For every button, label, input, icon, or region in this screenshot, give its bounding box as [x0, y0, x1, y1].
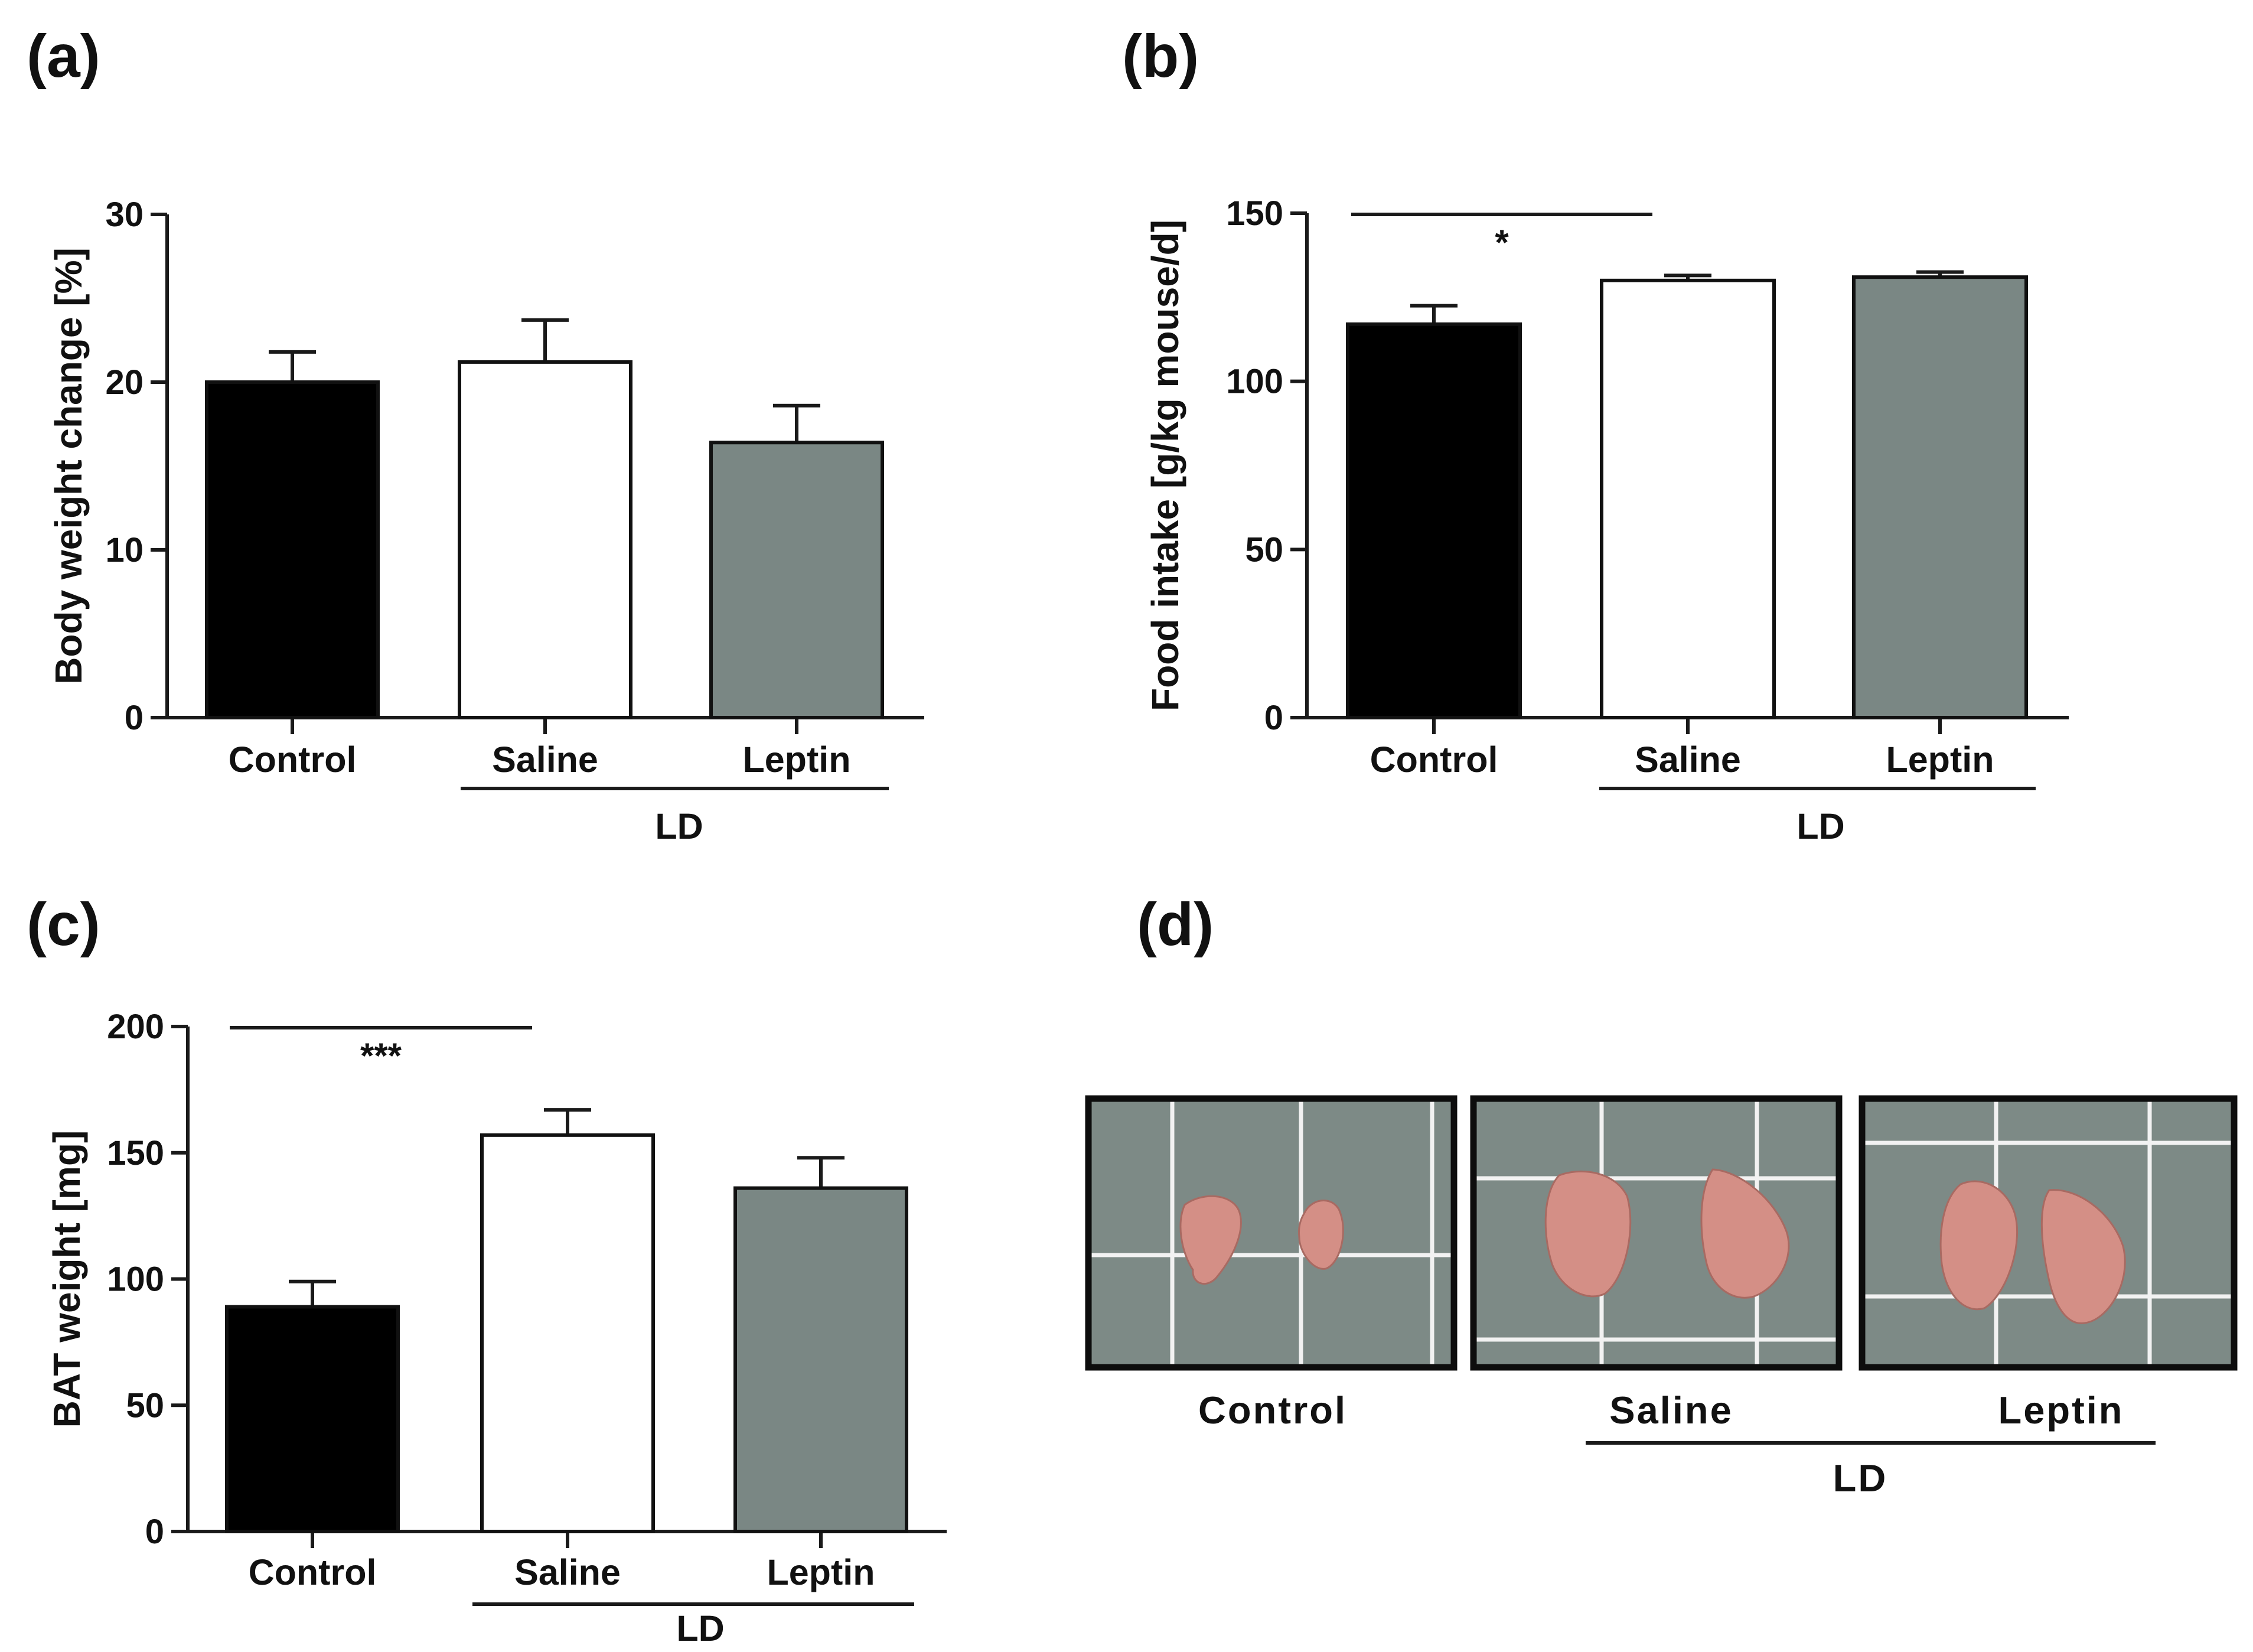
y-axis-title: Body weight change [%] — [47, 247, 90, 685]
bar-leptin — [709, 441, 884, 719]
bat-tissue-control-left — [1179, 1195, 1242, 1285]
y-tick-label: 0 — [125, 699, 144, 737]
ld-group-label-d: LD — [1833, 1457, 1888, 1500]
y-tick-label: 50 — [126, 1386, 164, 1425]
bat-tissue-control-right — [1298, 1200, 1344, 1270]
y-tick-label: 50 — [1245, 530, 1283, 569]
y-tick-label: 100 — [107, 1260, 164, 1299]
significance-label: *** — [360, 1036, 402, 1076]
y-tick-label: 0 — [1264, 699, 1283, 737]
x-category-label: Control — [1370, 739, 1498, 780]
photo-label-leptin: Leptin — [1998, 1389, 2124, 1432]
significance-label: * — [1495, 223, 1509, 262]
chart-body-weight: 0 10 20 30 Body weight change [%] Control Sali… — [47, 195, 924, 846]
photo-saline — [1473, 1099, 1839, 1367]
ld-group-label: LD — [1796, 806, 1844, 846]
panel-label-c: (c) — [27, 891, 100, 958]
y-axis-title: Food intake [g/kg mouse/d] — [1144, 220, 1186, 711]
y-tick-label: 100 — [1226, 363, 1283, 401]
photo-control — [1088, 1099, 1454, 1367]
ld-group-label: LD — [676, 1608, 724, 1648]
panel-label-a: (a) — [27, 22, 100, 90]
panel-label-b: (b) — [1122, 22, 1199, 90]
x-category-label: Leptin — [743, 739, 851, 780]
bar-saline — [1600, 278, 1776, 720]
bat-photo-panel: Control Saline Leptin LD — [1085, 1095, 2238, 1500]
y-tick-label: 10 — [105, 531, 144, 569]
ld-group-label: LD — [655, 806, 703, 846]
photo-label-saline: Saline — [1609, 1389, 1733, 1432]
bar-leptin — [1852, 275, 2028, 719]
y-tick-label: 20 — [105, 363, 144, 402]
y-tick-label: 150 — [1226, 194, 1283, 233]
x-category-label: Saline — [492, 739, 598, 780]
bar-control — [225, 1305, 400, 1533]
panel-label-d: (d) — [1137, 891, 1214, 958]
y-tick-label: 200 — [107, 1008, 164, 1046]
bar-saline — [480, 1133, 655, 1533]
photo-leptin — [1862, 1099, 2234, 1367]
bar-saline — [458, 360, 632, 719]
y-axis-title: BAT weight [mg] — [45, 1130, 88, 1428]
bat-tissue-leptin-left — [1939, 1180, 2019, 1311]
y-tick-label: 150 — [107, 1134, 164, 1172]
bar-control — [205, 380, 380, 719]
x-category-label: Control — [229, 739, 357, 780]
x-category-label: Leptin — [1886, 739, 1994, 780]
bar-control — [1346, 322, 1522, 719]
x-category-label: Control — [249, 1552, 377, 1592]
photo-label-control: Control — [1198, 1389, 1347, 1432]
bat-tissue-leptin-right — [2040, 1189, 2126, 1324]
chart-food-intake: 0 50 100 150 Food intake [g/kg mouse/d] Contr… — [1144, 194, 2069, 846]
bat-tissue-saline-right — [1700, 1168, 1790, 1299]
y-tick-label: 0 — [145, 1513, 164, 1551]
bat-tissue-saline-left — [1544, 1171, 1632, 1298]
chart-bat-weight: 0 50 100 150 200 BAT weight [mg] Control Saline… — [45, 1008, 947, 1648]
x-category-label: Leptin — [767, 1552, 875, 1592]
x-category-label: Saline — [514, 1552, 621, 1592]
bar-leptin — [733, 1186, 908, 1533]
y-tick-label: 30 — [105, 195, 144, 234]
x-category-label: Saline — [1635, 739, 1741, 780]
